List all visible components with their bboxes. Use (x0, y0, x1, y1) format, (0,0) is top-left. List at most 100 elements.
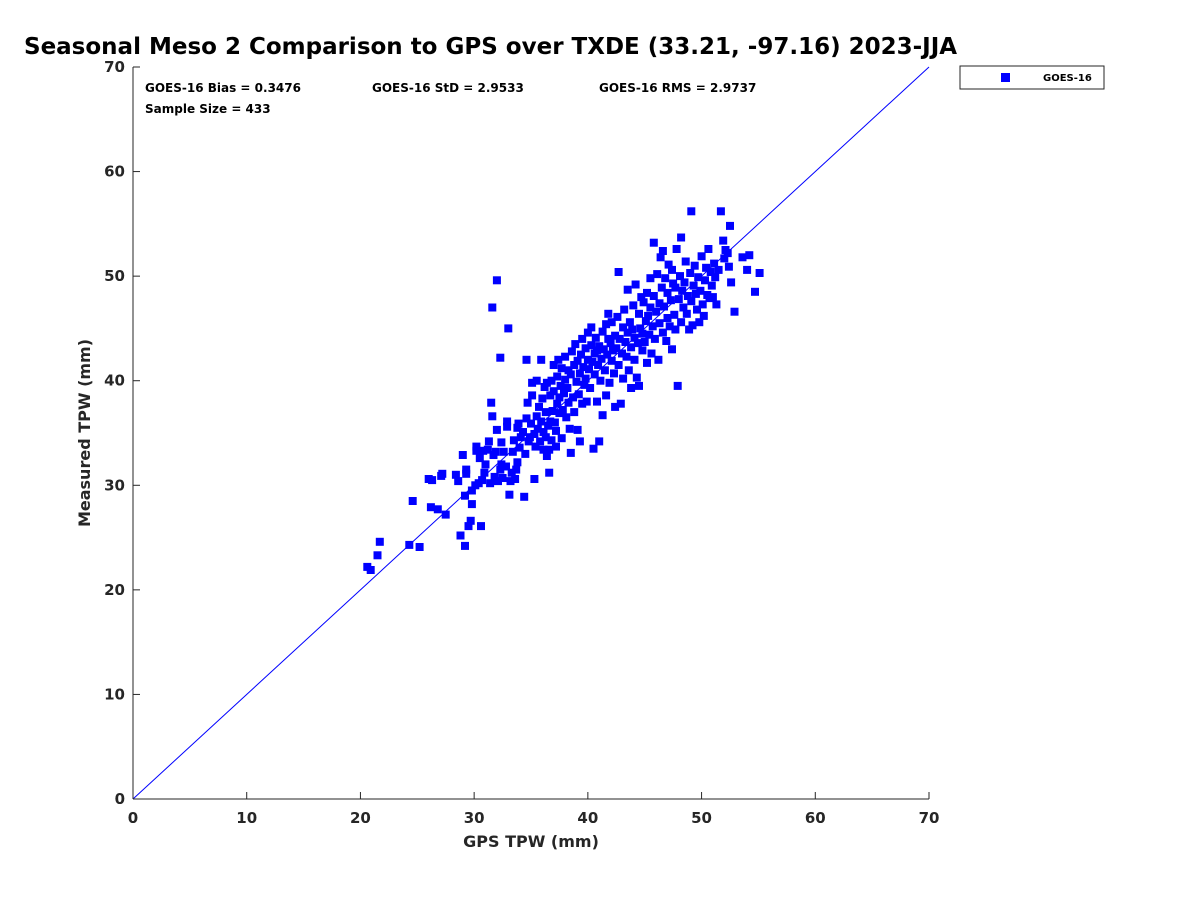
x-tick-label: 70 (919, 809, 940, 827)
data-point (567, 347, 576, 356)
data-point (676, 272, 684, 281)
data-point (454, 477, 463, 486)
data-point (602, 391, 611, 400)
data-point (547, 436, 556, 445)
data-point (655, 319, 664, 328)
data-point (628, 325, 637, 334)
data-point (635, 309, 643, 318)
data-point (508, 447, 517, 456)
data-point (528, 391, 537, 400)
data-point (723, 249, 732, 258)
data-point (375, 537, 384, 546)
data-point (610, 369, 618, 378)
data-point (614, 268, 623, 276)
data-point (658, 328, 667, 337)
data-point (598, 327, 607, 336)
legend-marker (1001, 73, 1010, 82)
data-point (702, 263, 711, 272)
data-point (751, 287, 759, 296)
data-point (680, 278, 689, 287)
data-point (668, 265, 676, 274)
data-point (663, 314, 672, 322)
data-point (593, 346, 601, 355)
data-point (484, 437, 493, 446)
data-point (614, 361, 623, 369)
data-point (492, 276, 501, 285)
data-point (575, 369, 584, 378)
std-stat: GOES-16 StD = 2.9533 (372, 81, 524, 95)
data-point (707, 281, 716, 290)
data-point (496, 353, 505, 362)
data-point (743, 265, 752, 274)
data-point (633, 339, 642, 348)
data-point (516, 433, 525, 442)
data-point (555, 393, 564, 402)
data-point (542, 452, 551, 460)
data-point (629, 301, 638, 310)
data-point (587, 341, 596, 350)
data-point (467, 486, 476, 495)
data-point (480, 468, 489, 477)
data-point (466, 516, 475, 525)
data-point (660, 302, 668, 311)
data-point (577, 350, 585, 359)
data-point (665, 322, 674, 331)
x-tick-label: 50 (691, 809, 712, 827)
data-point (502, 462, 510, 471)
data-point (678, 286, 687, 295)
data-point (710, 259, 719, 268)
data-point (671, 283, 680, 292)
data-point (687, 297, 696, 306)
y-tick-label: 40 (104, 372, 125, 390)
data-point (578, 334, 587, 343)
data-point (548, 407, 557, 415)
data-point (656, 253, 665, 262)
data-point (706, 268, 715, 276)
data-point (537, 355, 546, 364)
data-point (697, 252, 706, 261)
y-tick-label: 70 (104, 58, 125, 76)
data-point (462, 469, 471, 478)
data-point (549, 387, 558, 396)
data-point (530, 430, 539, 438)
data-point (428, 476, 437, 485)
x-tick-label: 60 (805, 809, 826, 827)
data-point (602, 320, 611, 329)
data-point (646, 303, 655, 312)
data-point (561, 352, 570, 361)
data-point (658, 247, 667, 255)
data-point (531, 442, 540, 451)
stats-annotations: GOES-16 Bias = 0.3476 GOES-16 StD = 2.95… (145, 81, 756, 116)
data-point (570, 408, 579, 417)
x-tick-label: 0 (128, 809, 138, 827)
data-point (730, 307, 739, 316)
data-point (653, 270, 662, 279)
data-point (496, 465, 505, 474)
data-point (521, 449, 530, 458)
data-point (635, 381, 643, 390)
data-point (550, 418, 559, 427)
data-point (565, 424, 574, 433)
data-point (604, 334, 613, 343)
data-point (598, 411, 607, 420)
data-point (520, 492, 529, 501)
data-point (640, 338, 649, 346)
data-point (483, 445, 492, 454)
data-point (672, 245, 681, 253)
y-tick-label: 20 (104, 581, 125, 599)
x-tick-label: 10 (236, 809, 257, 827)
legend-label-goes-16: GOES-16 (1043, 73, 1092, 84)
data-point (624, 366, 633, 375)
data-point (557, 364, 566, 373)
data-point (545, 445, 554, 454)
data-point (514, 419, 523, 428)
data-point (547, 376, 556, 385)
data-point (611, 402, 620, 411)
data-point (523, 398, 532, 407)
data-point (571, 340, 580, 349)
data-point (456, 531, 465, 540)
data-point (552, 426, 560, 435)
data-point (573, 356, 582, 365)
x-tick-label: 40 (577, 809, 598, 827)
data-point (513, 423, 522, 432)
